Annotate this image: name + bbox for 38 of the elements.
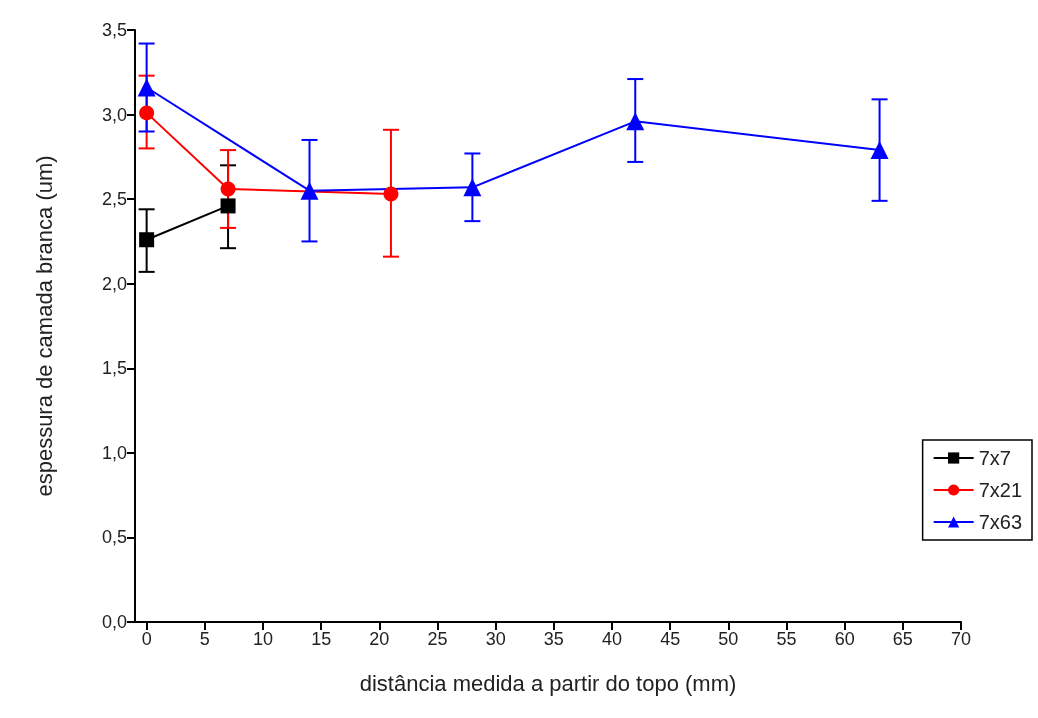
point [383,186,399,202]
x-tick-label: 30 [485,629,506,649]
x-tick-label: 50 [718,629,739,649]
x-tick-label: 40 [601,629,622,649]
y-tick-label: 0,0 [101,612,127,632]
point [220,181,236,197]
y-tick-label: 3,5 [101,20,127,40]
point [137,78,156,97]
point [139,232,155,248]
y-tick-label: 1,5 [101,358,127,379]
x-tick-label: 55 [776,629,797,649]
point [220,198,236,214]
x-tick-label: 35 [543,629,564,649]
x-tick-label: 60 [834,629,855,649]
x-tick-label: 0 [141,629,152,649]
y-tick-label: 3,0 [101,104,127,125]
y-axis-title: espessura de camada branca (um) [31,155,57,497]
point [626,112,645,131]
x-tick-label: 65 [892,629,913,649]
legend-label: 7x63 [978,511,1023,533]
x-tick-label: 20 [369,629,390,649]
y-tick-label: 2,5 [101,189,127,210]
x-tick-label: 25 [427,629,448,649]
legend-label: 7x7 [978,447,1011,469]
x-tick-label: 10 [252,629,273,649]
point [463,178,482,197]
x-tick-label: 15 [311,629,332,649]
y-tick-label: 2,0 [101,273,127,294]
y-tick-label: 0,5 [101,527,127,548]
y-tick-label: 1,0 [101,442,127,463]
x-tick-label: 70 [950,629,972,649]
x-tick-label: 45 [660,629,681,649]
x-axis-title: distância medida a partir do topo (mm) [359,670,737,696]
point [870,141,889,160]
point [300,181,319,200]
point [139,105,155,121]
legend-label: 7x21 [978,479,1023,501]
x-tick-label: 5 [199,629,210,649]
